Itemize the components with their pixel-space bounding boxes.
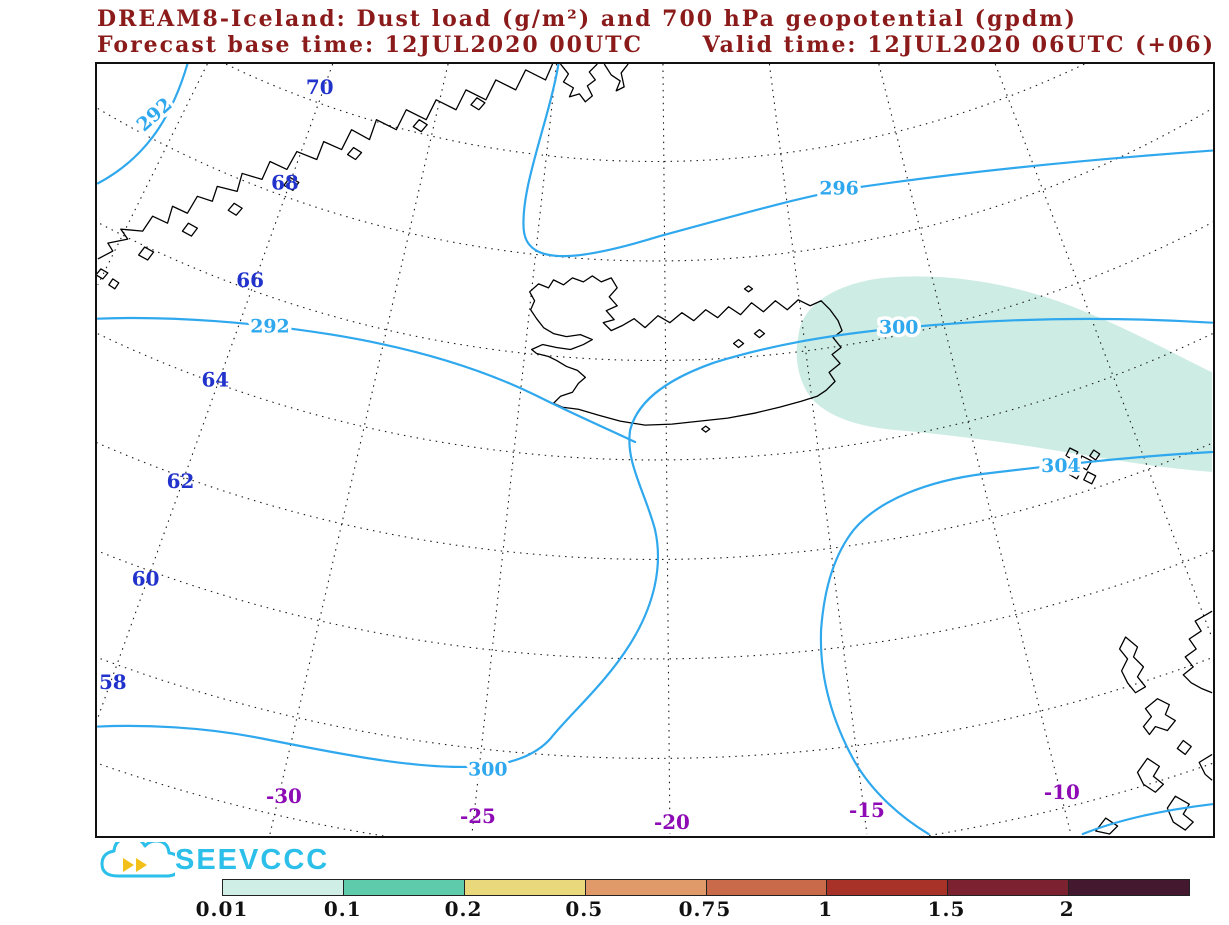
map-frame: 292 296 292 300 300 304 70 68 66 64 62 6… xyxy=(95,62,1215,838)
cloud-outline xyxy=(100,836,182,878)
lon-label-m20: -20 xyxy=(654,810,690,834)
lon-label-m30: -30 xyxy=(266,784,302,808)
contour-296 xyxy=(522,64,1213,258)
lat-label-62: 62 xyxy=(167,469,195,493)
arrow-chevron-1 xyxy=(123,858,134,872)
contour-label-292b: 292 xyxy=(250,316,289,338)
colorbar-segment xyxy=(464,880,586,895)
lat-label-64: 64 xyxy=(201,367,229,391)
colorbar-segments xyxy=(222,879,1190,896)
colorbar-segment xyxy=(223,880,344,895)
longitude-labels: -30 -25 -20 -15 -10 xyxy=(266,780,1080,834)
map-canvas: 292 296 292 300 300 304 70 68 66 64 62 6… xyxy=(97,64,1213,836)
lat-label-68: 68 xyxy=(271,170,299,194)
colorbar-tick-label: 1 xyxy=(818,897,834,921)
graticule-meridians xyxy=(97,64,1213,835)
contour-bottom-right xyxy=(1081,803,1213,836)
colorbar-segment xyxy=(706,880,828,895)
greenland-islands xyxy=(97,97,486,290)
lon-label-m15: -15 xyxy=(849,798,885,822)
contour-label-300a: 300 xyxy=(879,317,918,339)
colorbar-segment xyxy=(585,880,707,895)
contour-label-292a: 292 xyxy=(133,93,177,136)
lat-label-60: 60 xyxy=(132,566,160,590)
colorbar-tick-label: 0.01 xyxy=(195,897,249,921)
dust-load-region xyxy=(796,276,1213,472)
greenland-coastline xyxy=(97,64,554,260)
chart-subtitle: Forecast base time: 12JUL2020 00UTC Vali… xyxy=(97,32,1215,58)
geopotential-contours xyxy=(97,64,1213,836)
colorbar-segment xyxy=(1069,880,1189,895)
contour-label-300b: 300 xyxy=(468,758,507,780)
lon-label-m10: -10 xyxy=(1044,780,1080,804)
chart-title: DREAM8-Iceland: Dust load (g/m²) and 700… xyxy=(97,6,1077,32)
contour-label-296: 296 xyxy=(819,177,858,199)
graticule-parallels xyxy=(97,64,1213,836)
colorbar-tick-label: 0.2 xyxy=(444,897,483,921)
lat-label-58: 58 xyxy=(99,670,127,694)
coastlines xyxy=(97,64,1213,835)
colorbar-segment xyxy=(343,880,465,895)
iceland-small-islands xyxy=(701,285,766,433)
latitude-labels: 70 68 66 64 62 60 58 xyxy=(99,75,334,694)
arrow-chevron-2 xyxy=(136,858,147,872)
contour-292-mid-left xyxy=(97,316,637,444)
valid-time: Valid time: 12JUL2020 06UTC (+06) xyxy=(702,32,1215,58)
colorbar-segment xyxy=(827,880,949,895)
seevccc-logo: SEEVCCC xyxy=(95,836,395,882)
contour-300-trough xyxy=(97,317,1213,769)
scotland-coastline xyxy=(1095,610,1213,835)
logo-text: SEEVCCC xyxy=(175,844,330,876)
cloud-logo-icon xyxy=(100,836,182,878)
colorbar-tick-label: 0.75 xyxy=(678,897,732,921)
iceland-coastline xyxy=(529,275,843,426)
contour-label-304: 304 xyxy=(1041,455,1080,477)
colorbar-tick-label: 2 xyxy=(1059,897,1075,921)
colorbar-tick-label: 1.5 xyxy=(927,897,966,921)
colorbar-labels: 0.01 0.1 0.2 0.5 0.75 1 1.5 2 xyxy=(196,897,1188,923)
lon-label-m25: -25 xyxy=(460,804,496,828)
faroe-islands-coastline xyxy=(1065,447,1101,485)
lat-label-66: 66 xyxy=(236,268,264,292)
lat-label-70: 70 xyxy=(306,75,334,99)
greenland-east-coast-fragments xyxy=(559,64,629,103)
colorbar-segment xyxy=(948,880,1070,895)
contour-292-upper-left xyxy=(97,64,189,185)
colorbar-tick-label: 0.1 xyxy=(323,897,362,921)
colorbar-tick-label: 0.5 xyxy=(565,897,604,921)
contour-304 xyxy=(819,450,1213,836)
forecast-base-time: Forecast base time: 12JUL2020 00UTC xyxy=(97,32,644,58)
